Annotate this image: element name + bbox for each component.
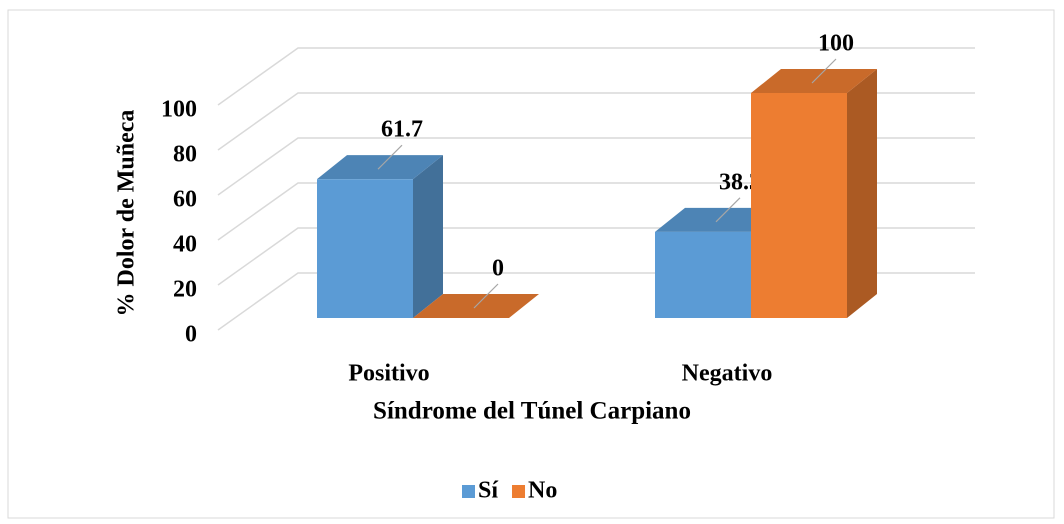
bar-side: [413, 155, 443, 318]
y-axis-title: % Dolor de Muñeca: [114, 110, 140, 317]
x-tick-label: Negativo: [682, 361, 773, 387]
leader-line: [811, 58, 837, 84]
legend-swatch: [512, 485, 526, 498]
y-tick-label: 0: [185, 322, 197, 348]
y-tick-label: 100: [161, 97, 197, 123]
value-label: 61.7: [381, 117, 423, 143]
leader-line: [715, 197, 741, 223]
grid-line: [217, 137, 975, 196]
value-label: 0: [492, 256, 504, 282]
grid-line: [217, 92, 975, 151]
grid-line: [217, 47, 975, 106]
y-tick-label: 20: [173, 277, 197, 303]
legend-swatch: [462, 485, 475, 498]
bar-front: [317, 179, 413, 318]
leader-line: [377, 144, 403, 170]
leader-line: [473, 283, 499, 309]
x-axis-title: Síndrome del Túnel Carpiano: [373, 398, 691, 425]
y-tick-label: 60: [173, 187, 197, 213]
bar-front: [655, 231, 751, 318]
chart-border: [7, 9, 1055, 519]
y-tick-label: 80: [173, 142, 197, 168]
x-tick-label: Positivo: [348, 361, 429, 387]
bar: [751, 69, 877, 318]
y-tick-label: 40: [173, 232, 197, 258]
bar: [317, 155, 443, 318]
bar-front: [751, 93, 847, 318]
legend-label: No: [528, 478, 557, 504]
value-label: 100: [818, 31, 854, 57]
legend-label: Sí: [478, 478, 498, 504]
bar-side: [847, 69, 877, 318]
grid-line: [217, 182, 975, 241]
